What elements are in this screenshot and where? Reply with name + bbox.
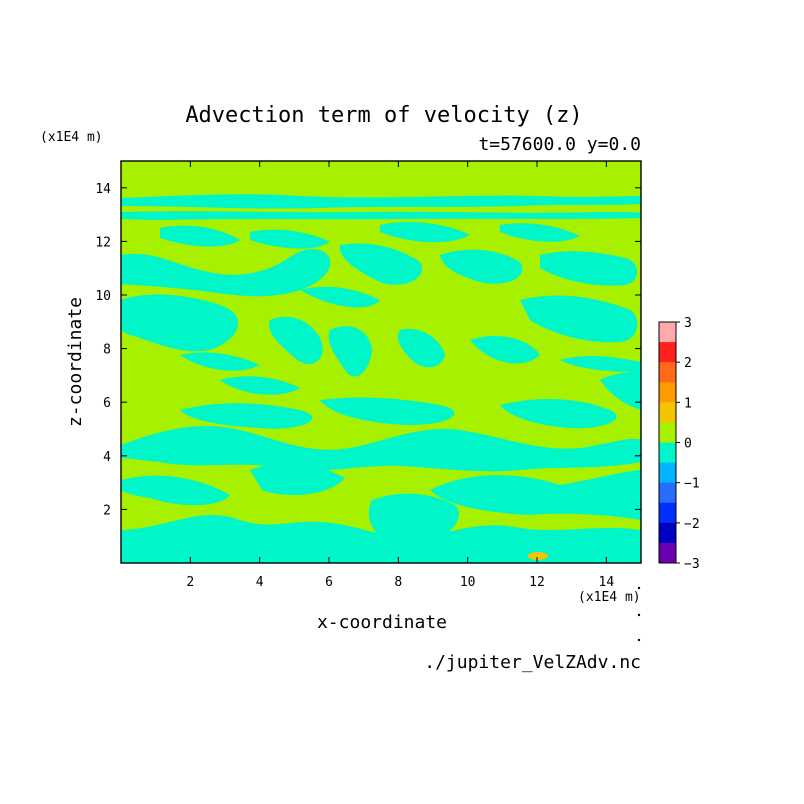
x-tick-label: 2 bbox=[186, 575, 194, 590]
colorbar-swatch bbox=[659, 542, 676, 564]
x-unit-label: (x1E4 m) bbox=[578, 590, 641, 605]
negative-region bbox=[121, 249, 331, 297]
negative-region bbox=[180, 403, 313, 429]
y-tick-label: 12 bbox=[95, 235, 111, 250]
negative-region bbox=[540, 251, 637, 286]
negative-region bbox=[121, 194, 641, 209]
colorbar-swatch bbox=[659, 462, 676, 484]
y-tick-label: 14 bbox=[95, 182, 111, 197]
colorbar-tick-label: −1 bbox=[684, 477, 700, 492]
negative-region bbox=[250, 462, 345, 496]
colorbar-tick-label: 0 bbox=[684, 437, 692, 452]
colorbar-swatch bbox=[659, 342, 676, 363]
plot-area bbox=[121, 161, 641, 563]
source-label: ./jupiter_VelZAdv.nc bbox=[424, 652, 641, 673]
y-tick-label: 2 bbox=[103, 503, 111, 518]
x-tick-label: 4 bbox=[256, 575, 264, 590]
negative-regions bbox=[121, 194, 641, 563]
negative-region bbox=[121, 425, 641, 472]
negative-region bbox=[339, 243, 422, 285]
negative-region bbox=[328, 326, 372, 377]
negative-region bbox=[500, 223, 580, 242]
negative-region bbox=[121, 475, 230, 506]
negative-region bbox=[160, 225, 240, 247]
colorbar-tick-label: −2 bbox=[684, 517, 700, 532]
colorbar: 3 2 1 0 −1 −2 −3 bbox=[658, 316, 700, 572]
negative-region bbox=[560, 356, 641, 372]
y-axis-ticks: 2 4 6 8 10 12 14 bbox=[95, 182, 641, 518]
marker-dot bbox=[637, 638, 641, 642]
chart-title: Advection term of velocity (z) bbox=[185, 103, 582, 128]
negative-region bbox=[430, 470, 641, 520]
negative-region bbox=[269, 316, 323, 365]
negative-region bbox=[600, 371, 641, 410]
negative-region bbox=[368, 493, 459, 550]
plot-frame bbox=[120, 160, 642, 564]
colorbar-swatch bbox=[659, 382, 676, 403]
negative-region bbox=[398, 328, 445, 368]
colorbar-swatch bbox=[659, 402, 676, 423]
colorbar-tick-label: 2 bbox=[684, 356, 692, 371]
x-tick-label: 12 bbox=[529, 575, 545, 590]
positive-region bbox=[528, 552, 548, 560]
colorbar-tick-label: −3 bbox=[684, 557, 700, 572]
y-tick-label: 4 bbox=[103, 450, 111, 465]
colorbar-swatch bbox=[659, 422, 676, 443]
positive-regions bbox=[528, 552, 548, 560]
colorbar-swatch bbox=[659, 482, 676, 504]
negative-region bbox=[300, 286, 380, 308]
negative-region bbox=[470, 335, 540, 364]
y-tick-label: 6 bbox=[103, 396, 111, 411]
x-tick-label: 8 bbox=[394, 575, 402, 590]
x-axis-ticks: 2 4 6 8 10 12 14 bbox=[186, 161, 614, 590]
colorbar-swatch bbox=[659, 322, 676, 343]
negative-region bbox=[121, 211, 641, 220]
y-unit-label: (x1E4 m) bbox=[40, 130, 103, 145]
negative-region bbox=[380, 221, 470, 243]
colorbar-swatch bbox=[659, 502, 676, 524]
negative-region bbox=[250, 229, 330, 249]
colorbar-tick-label: 1 bbox=[684, 396, 692, 411]
y-axis-label: z-coordinate bbox=[65, 297, 86, 427]
negative-region bbox=[320, 397, 455, 425]
negative-region bbox=[520, 295, 638, 343]
x-tick-label: 6 bbox=[325, 575, 333, 590]
marker-dot bbox=[637, 586, 641, 590]
x-axis-label: x-coordinate bbox=[317, 612, 447, 633]
colorbar-swatch bbox=[659, 442, 676, 464]
x-tick-label: 10 bbox=[460, 575, 476, 590]
negative-region bbox=[440, 249, 523, 284]
chart-subtitle: t=57600.0 y=0.0 bbox=[478, 134, 641, 155]
y-tick-label: 10 bbox=[95, 289, 111, 304]
marker-dot bbox=[637, 613, 641, 617]
negative-region bbox=[121, 294, 239, 352]
negative-region bbox=[121, 514, 641, 563]
colorbar-tick-label: 3 bbox=[684, 316, 692, 331]
colorbar-swatch bbox=[659, 522, 676, 544]
colorbar-swatch bbox=[659, 362, 676, 383]
x-tick-label: 14 bbox=[599, 575, 615, 590]
negative-region bbox=[500, 398, 617, 429]
y-tick-label: 8 bbox=[103, 343, 111, 358]
negative-region bbox=[220, 376, 300, 395]
negative-region bbox=[180, 352, 260, 371]
